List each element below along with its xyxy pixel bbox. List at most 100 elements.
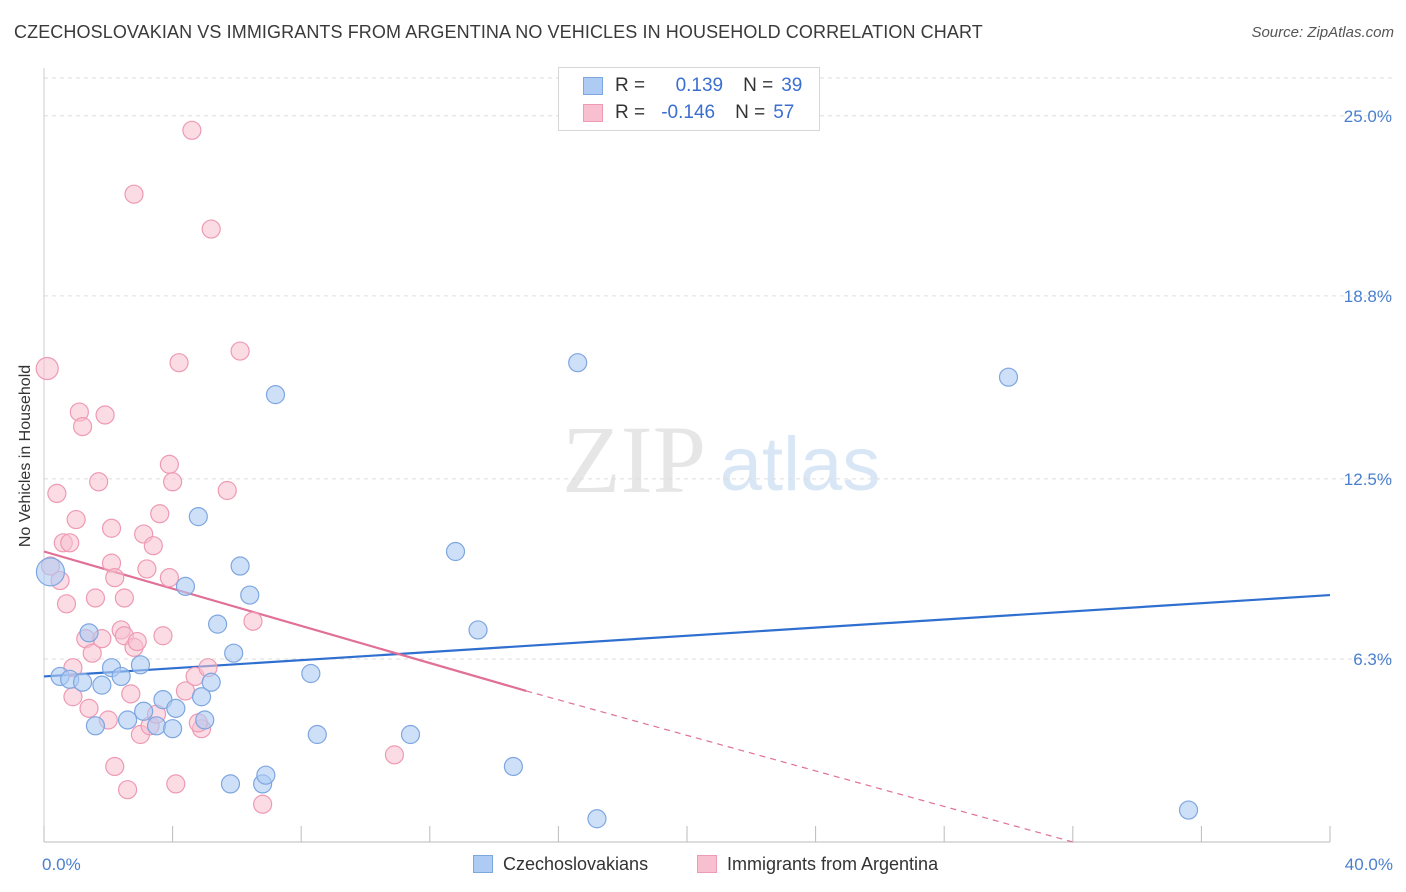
n-label: N = [743, 75, 774, 96]
blue-swatch [583, 77, 603, 95]
point-czechoslovakians [240, 585, 260, 605]
point-argentina [56, 594, 77, 614]
point-argentina [159, 568, 179, 588]
point-czechoslovakians [208, 614, 228, 634]
source-label: Source: ZipAtlas.com [1251, 24, 1394, 41]
watermark-atlas: atlas [720, 422, 881, 507]
point-czechoslovakians [400, 724, 421, 745]
pink-swatch [583, 104, 603, 122]
point-czechoslovakians [163, 719, 183, 739]
r-label: R = [615, 102, 646, 123]
point-czechoslovakians [191, 687, 212, 707]
point-argentina [150, 504, 170, 524]
legend-row-czechoslovakians: R = 0.139 N = 39 [583, 74, 802, 98]
point-czechoslovakians [224, 643, 244, 663]
point-argentina [89, 472, 109, 492]
point-czechoslovakians [134, 701, 154, 721]
point-czechoslovakians [568, 353, 588, 373]
point-argentina [95, 405, 115, 425]
point-argentina [79, 698, 99, 718]
point-argentina [82, 643, 102, 663]
point-argentina [153, 626, 173, 646]
point-czechoslovakians [256, 765, 276, 785]
r-value: -0.146 [661, 102, 716, 123]
point-czechoslovakians [72, 672, 93, 692]
point-czechoslovakians [85, 716, 106, 736]
watermark-zip: ZIP [562, 406, 706, 513]
y-tick-label: 25.0% [1344, 107, 1392, 126]
r-value: 0.139 [675, 75, 724, 96]
point-argentina [105, 568, 125, 588]
point-czechoslovakians [230, 556, 250, 576]
n-label: N = [735, 102, 766, 123]
point-argentina [124, 184, 144, 204]
point-czechoslovakians [35, 557, 66, 587]
n-value: 39 [781, 75, 803, 96]
correlation-legend: R = 0.139 N = 39 R = -0.146 N = 57 [558, 67, 820, 131]
chart-title: CZECHOSLOVAKIAN VS IMMIGRANTS FROM ARGEN… [14, 22, 983, 42]
point-argentina [137, 559, 157, 579]
point-argentina [47, 483, 67, 504]
point-argentina [35, 356, 59, 381]
point-argentina [72, 416, 93, 437]
point-czechoslovakians [195, 710, 215, 730]
y-tick-label: 18.8% [1344, 287, 1392, 306]
point-czechoslovakians [79, 623, 99, 643]
point-argentina [217, 480, 237, 501]
point-czechoslovakians [307, 724, 327, 745]
point-czechoslovakians [301, 663, 321, 684]
trend-line-argentina [43, 550, 527, 692]
point-czechoslovakians [188, 507, 208, 527]
point-argentina [114, 588, 134, 608]
point-argentina [121, 684, 141, 704]
trend-line-argentina-extrapolated [526, 690, 1073, 843]
point-czechoslovakians [146, 716, 167, 736]
point-czechoslovakians [503, 756, 523, 777]
n-value: 57 [773, 102, 795, 123]
point-czechoslovakians [130, 655, 151, 675]
point-czechoslovakians [201, 672, 221, 692]
bottom-legend-czechoslovakians: Czechoslovakians [473, 852, 648, 876]
legend-label-czechoslovakians: Czechoslovakians [503, 853, 649, 874]
point-argentina [253, 794, 273, 814]
legend-row-argentina: R = -0.146 N = 57 [583, 101, 794, 125]
point-argentina [101, 518, 122, 538]
point-argentina [60, 533, 80, 553]
point-czechoslovakians [998, 367, 1019, 387]
point-argentina [166, 774, 186, 794]
point-czechoslovakians [111, 666, 131, 687]
point-argentina [159, 454, 179, 474]
y-tick-label: 6.3% [1353, 650, 1392, 669]
point-argentina [201, 219, 221, 239]
pink-swatch [697, 855, 717, 873]
x-tick-label: 0.0% [42, 855, 81, 874]
point-czechoslovakians [468, 620, 488, 640]
point-argentina [127, 631, 147, 652]
point-czechoslovakians [175, 576, 196, 596]
point-czechoslovakians [117, 710, 138, 730]
y-tick-label: 12.5% [1344, 470, 1392, 489]
blue-swatch [473, 855, 493, 873]
bottom-legend-argentina: Immigrants from Argentina [697, 852, 938, 876]
point-argentina [105, 756, 125, 777]
x-tick-label: 40.0% [1345, 855, 1393, 874]
trend-line-czechoslovakians [43, 593, 1331, 678]
point-argentina [85, 588, 106, 608]
point-argentina [143, 536, 163, 556]
point-argentina [230, 341, 250, 361]
point-argentina [182, 120, 202, 140]
point-czechoslovakians [1178, 800, 1199, 820]
point-argentina [66, 509, 86, 530]
point-czechoslovakians [445, 541, 466, 562]
r-label: R = [615, 75, 646, 96]
point-argentina [243, 611, 263, 631]
point-czechoslovakians [220, 774, 241, 794]
point-argentina [163, 472, 183, 492]
point-argentina [169, 353, 189, 373]
point-argentina [117, 780, 138, 800]
point-argentina [384, 745, 405, 765]
legend-label-argentina: Immigrants from Argentina [727, 853, 939, 874]
point-czechoslovakians [587, 809, 607, 829]
point-czechoslovakians [166, 698, 186, 718]
